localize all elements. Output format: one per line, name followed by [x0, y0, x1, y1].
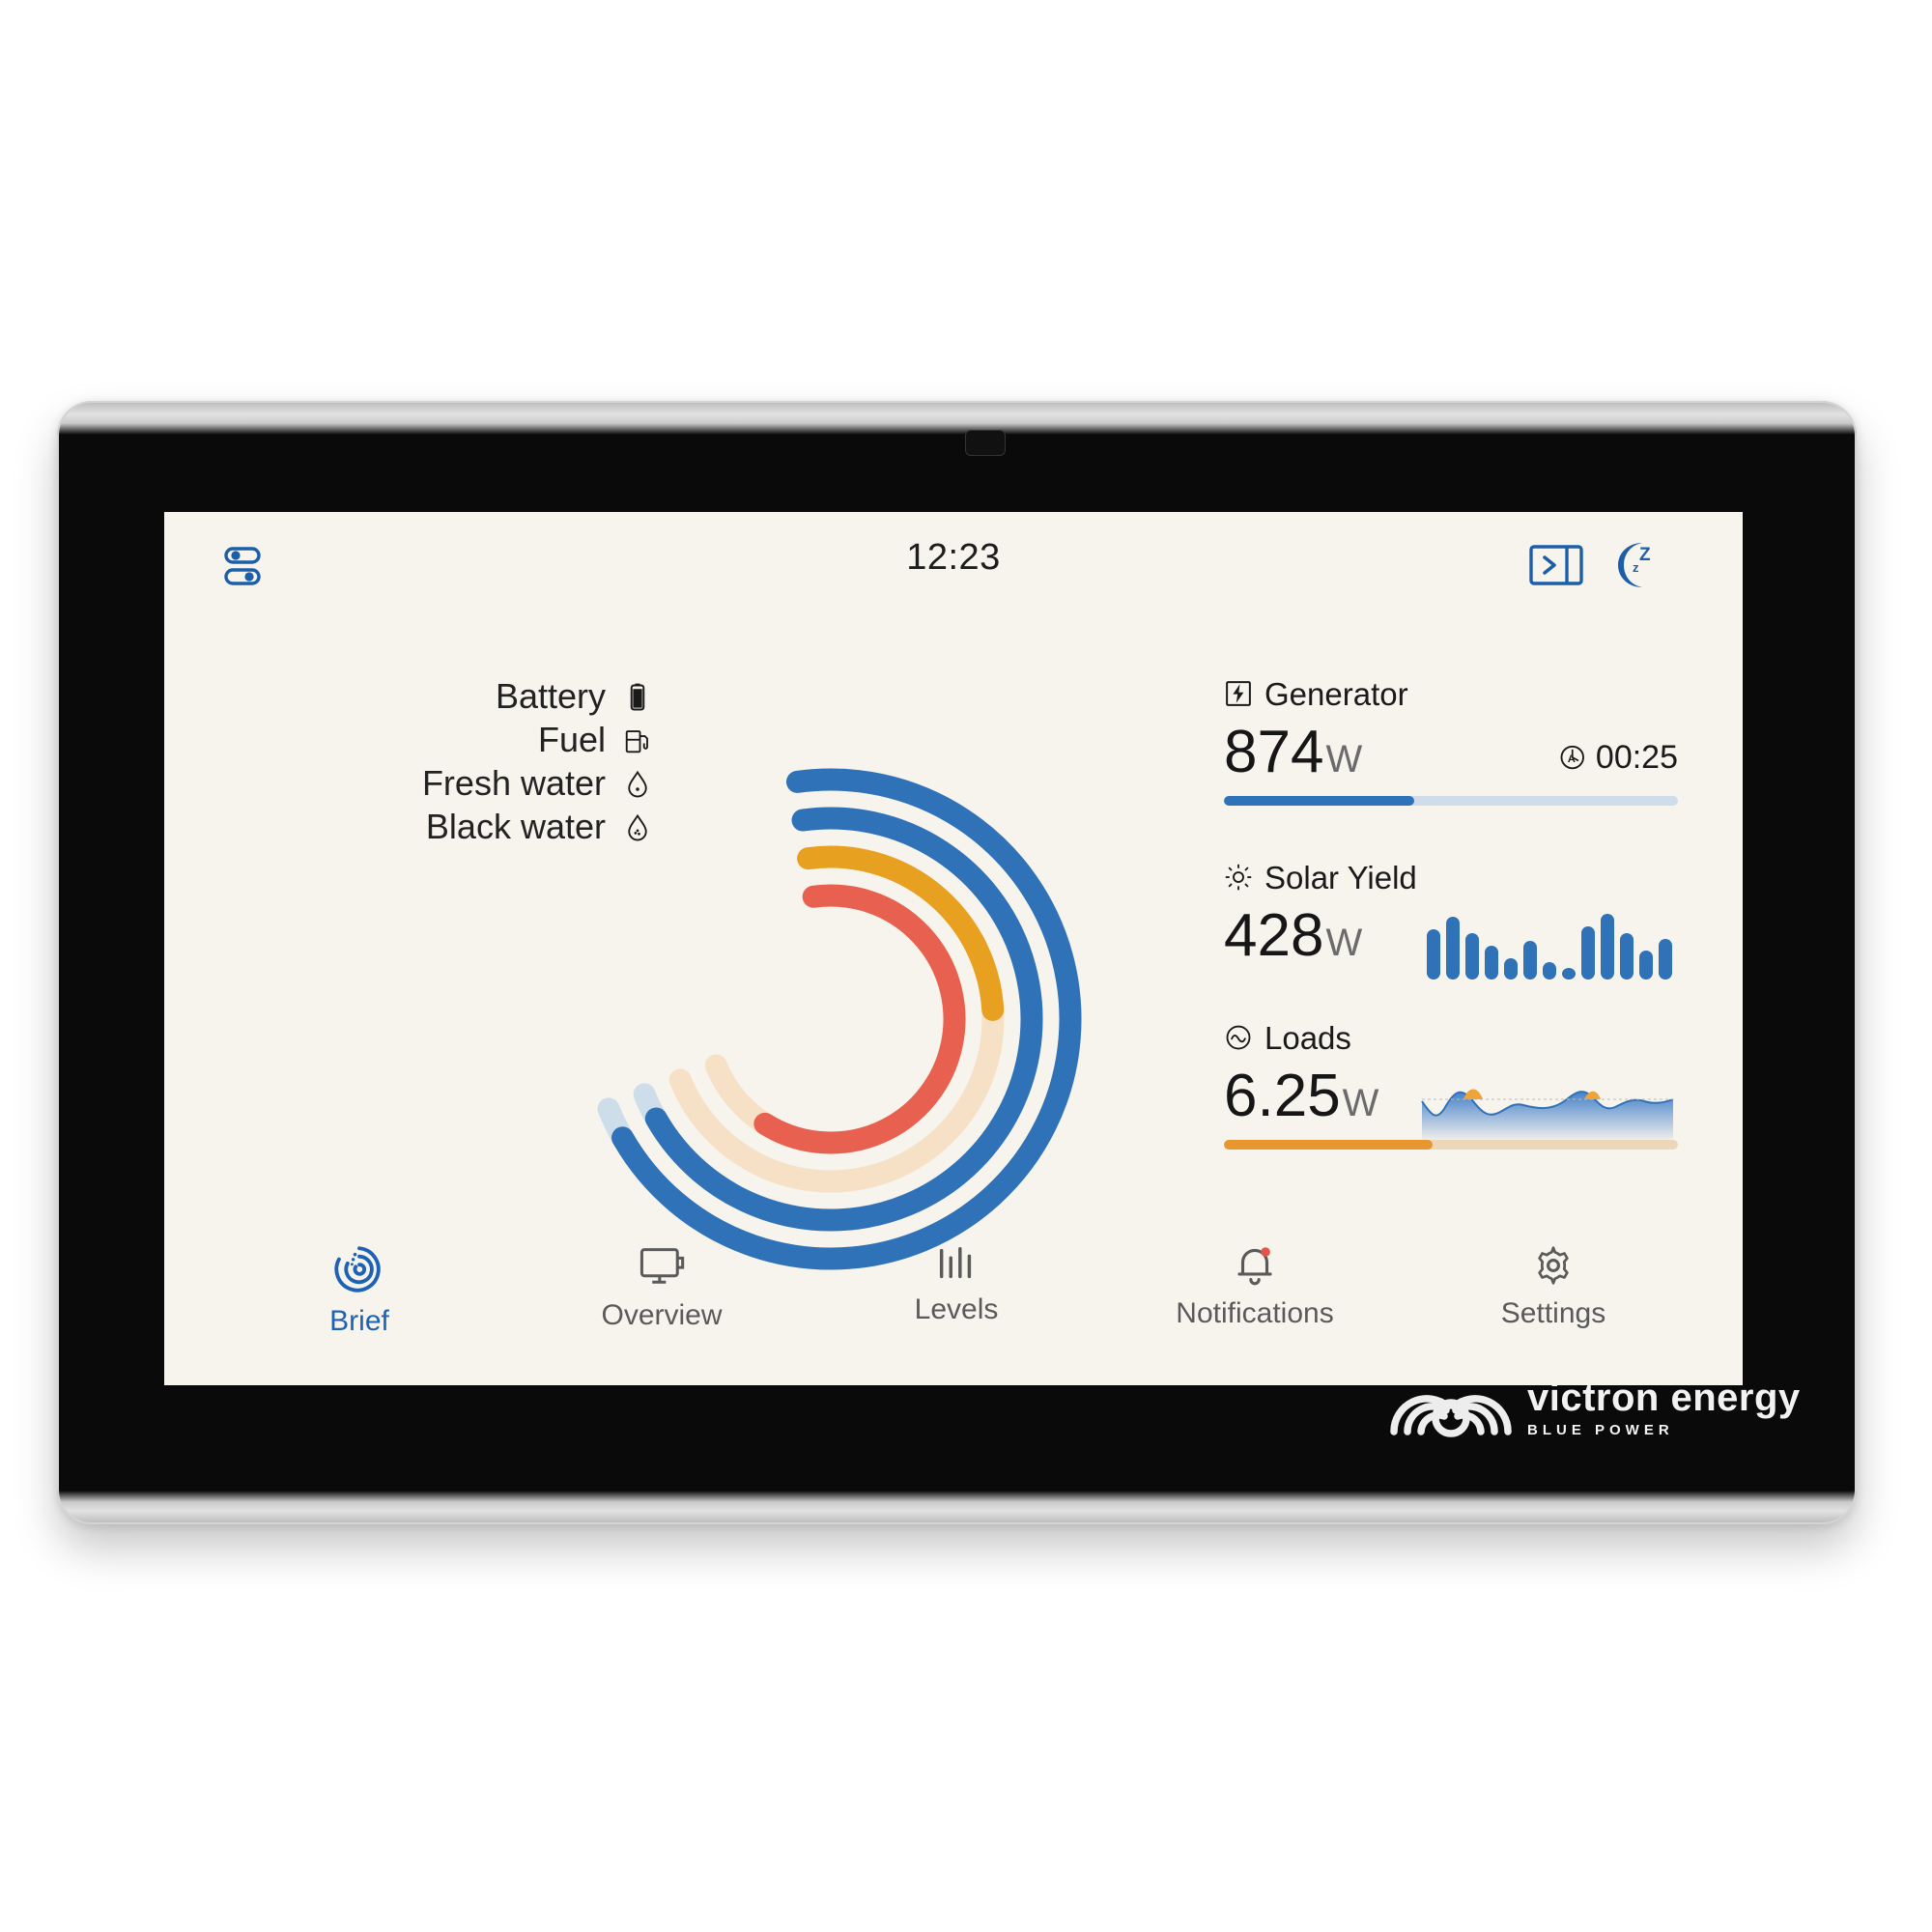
svg-text:z: z: [1633, 560, 1639, 575]
svg-text:Z: Z: [1639, 545, 1651, 565]
